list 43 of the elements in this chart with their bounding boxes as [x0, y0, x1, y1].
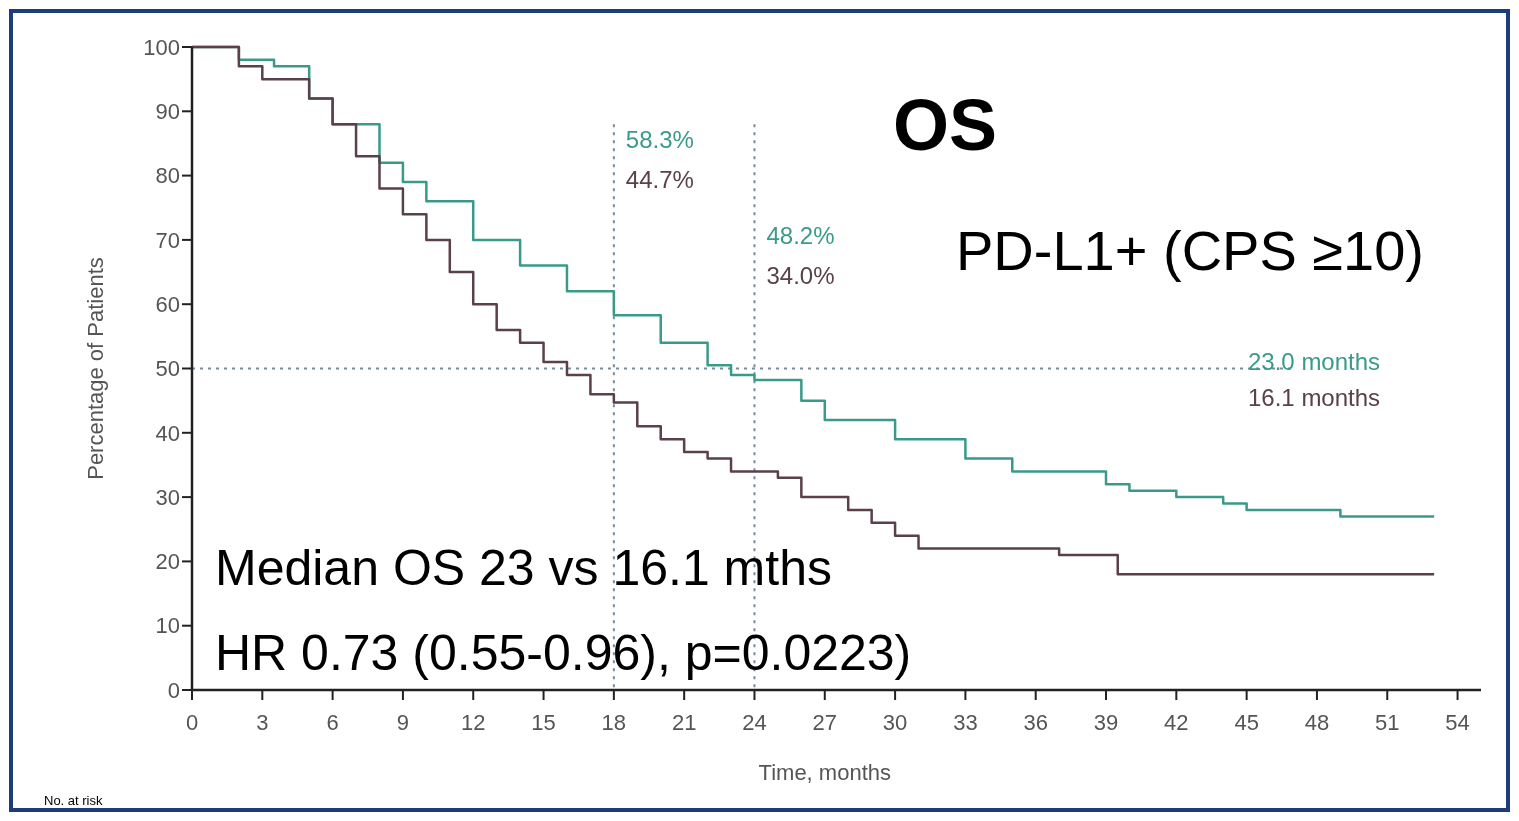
x-tick-label: 54 — [1445, 710, 1470, 735]
y-tick-label: 80 — [155, 163, 180, 189]
y-tick-label: 30 — [155, 484, 180, 510]
x-tick-label: 36 — [1023, 710, 1048, 735]
x-tick-label: 39 — [1093, 710, 1119, 735]
text: OS — [892, 85, 998, 165]
annotation: 44.7% — [625, 166, 694, 193]
annotation: 34.0% — [766, 262, 835, 289]
x-axis-title: Time, months — [758, 760, 892, 785]
x-tick-label: 27 — [812, 710, 838, 735]
x-tick-label: 15 — [531, 710, 556, 735]
x-tick-label: 42 — [1164, 710, 1189, 735]
y-tick-label: 0 — [167, 677, 180, 703]
y-tick-label: 20 — [155, 549, 180, 575]
annotation: Median OS 23 vs 16.1 mths — [215, 540, 832, 596]
text: PD-L1+ (CPS ≥10) — [955, 219, 1425, 282]
x-tick-label: 0 — [185, 710, 199, 735]
y-axis-title: Percentage of Patients — [83, 257, 108, 480]
y-tick-label: 90 — [155, 99, 180, 124]
annotation: 23.0 months — [1248, 348, 1381, 375]
annotation: HR 0.73 (0.55-0.96), p=0.0223) — [215, 625, 912, 681]
x-tick-label: 33 — [953, 710, 978, 735]
text: No. at risk — [44, 793, 104, 808]
x-tick-label: 6 — [326, 710, 339, 735]
x-tick-label: 45 — [1234, 710, 1259, 735]
annotation: 58.3% — [625, 126, 694, 153]
annotation: 48.2% — [766, 222, 835, 249]
x-tick-label: 51 — [1375, 710, 1400, 735]
x-tick-label: 48 — [1304, 710, 1330, 735]
x-tick-label: 3 — [256, 710, 269, 735]
y-tick-label: 70 — [155, 227, 180, 253]
y-tick-label: 100 — [143, 34, 180, 60]
x-tick-label: 9 — [396, 710, 410, 735]
annotation: 16.1 months — [1248, 384, 1381, 411]
x-tick-label: 18 — [601, 710, 627, 735]
y-tick-label: 40 — [155, 420, 180, 446]
y-tick-label: 10 — [155, 613, 180, 639]
x-tick-label: 24 — [742, 710, 767, 735]
y-tick-label: 60 — [155, 291, 180, 317]
x-tick-label: 21 — [671, 710, 697, 735]
x-tick-label: 30 — [882, 710, 908, 735]
x-tick-label: 12 — [460, 710, 486, 735]
y-tick-label: 50 — [155, 356, 180, 382]
